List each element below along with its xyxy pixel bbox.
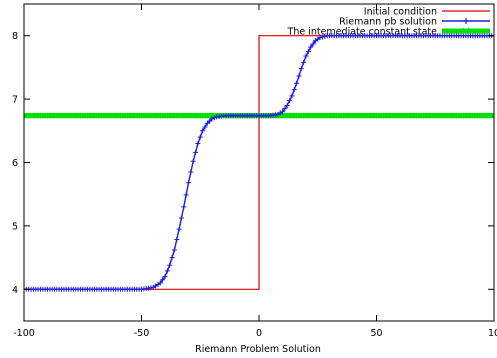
y-tick-label: 7 xyxy=(12,95,18,106)
x-axis-label: Riemann Problem Solution xyxy=(195,344,321,355)
y-tick-label: 5 xyxy=(12,221,18,232)
series-point-1 xyxy=(186,180,191,185)
series-point-1 xyxy=(296,73,301,78)
x-tick-label: -100 xyxy=(13,328,35,339)
legend: Initial conditionRiemann pb solutionThe … xyxy=(287,7,490,38)
x-tick-label: 10 xyxy=(488,328,497,339)
series-point-1 xyxy=(193,150,198,155)
series-point-1 xyxy=(292,87,297,92)
series-point-1 xyxy=(195,141,200,146)
series-point-1 xyxy=(167,263,172,268)
y-tick-label: 4 xyxy=(12,285,18,296)
series-group xyxy=(22,33,497,292)
series-point-1 xyxy=(179,215,184,220)
series-point-1 xyxy=(165,268,170,273)
x-tick-label: 0 xyxy=(256,328,262,339)
y-tick-label: 6 xyxy=(12,158,18,169)
series-point-1 xyxy=(170,255,175,260)
plot-area xyxy=(22,33,497,292)
series-point-1 xyxy=(172,247,177,252)
series-point-1 xyxy=(304,53,309,58)
series-point-1 xyxy=(191,159,196,164)
series-point-1 xyxy=(294,81,299,86)
legend-label-2: The intemediate constant state xyxy=(287,27,438,38)
series-point-1 xyxy=(198,135,203,140)
series-point-1 xyxy=(177,227,182,232)
series-point-1 xyxy=(188,170,193,175)
series-point-1 xyxy=(289,93,294,98)
series-point-1 xyxy=(306,49,311,54)
series-point-1 xyxy=(287,98,292,103)
series-point-1 xyxy=(299,66,304,71)
series-point-1 xyxy=(184,192,189,197)
x-tick-label: -50 xyxy=(134,328,150,339)
series-point-1 xyxy=(181,204,186,209)
series-point-1 xyxy=(174,237,179,242)
legend-marker-1 xyxy=(463,18,469,24)
series-line-0 xyxy=(24,36,494,290)
series-point-1 xyxy=(301,60,306,65)
y-tick-label: 8 xyxy=(12,31,18,42)
x-tick-label: 50 xyxy=(370,328,382,339)
